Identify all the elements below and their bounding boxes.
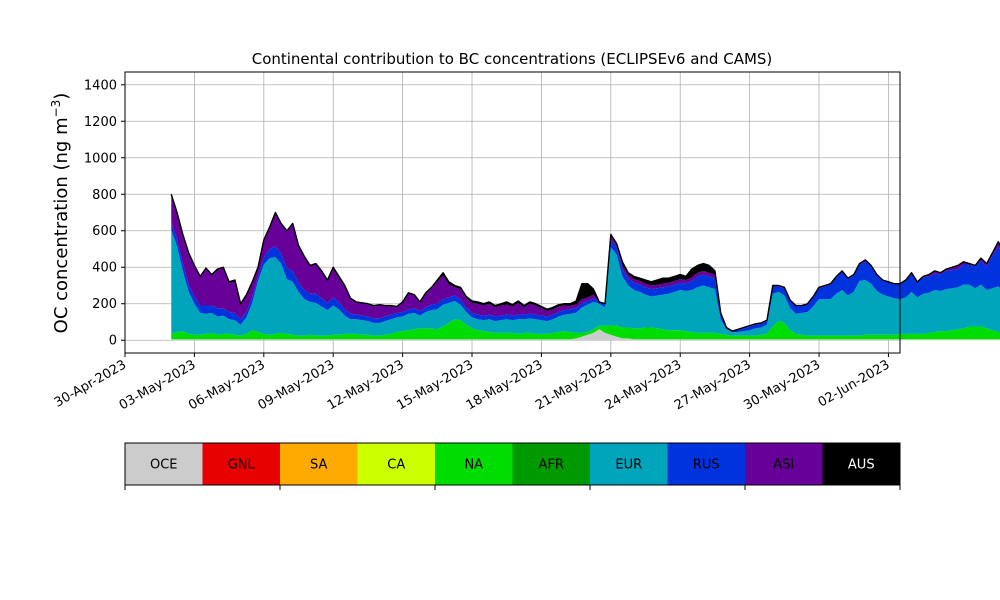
axes-frame <box>124 71 901 354</box>
x-tick-label: 24-May-2023 <box>603 357 685 413</box>
legend-label-afr: AFR <box>539 458 564 473</box>
y-tick-label: 400 <box>92 261 117 276</box>
x-tick-label: 09-May-2023 <box>256 357 338 413</box>
y-tick-label: 1000 <box>84 151 117 166</box>
legend-label-oce: OCE <box>150 458 178 473</box>
x-axis-ticks: 30-Apr-202303-May-202306-May-202309-May-… <box>52 353 893 413</box>
y-axis-label-main: OC concentration (ng m <box>51 117 72 333</box>
y-tick-label: 0 <box>109 334 117 349</box>
chart-title: Continental contribution to BC concentra… <box>252 50 773 68</box>
legend-label-eur: EUR <box>615 458 642 473</box>
y-tick-label: 800 <box>92 188 117 203</box>
legend-label-ca: CA <box>387 458 405 473</box>
x-tick-label: 30-May-2023 <box>741 357 823 413</box>
x-tick-label: 12-May-2023 <box>325 357 407 413</box>
x-tick-label: 03-May-2023 <box>117 357 199 413</box>
colorbar-frame <box>124 442 901 486</box>
stacked-areas <box>170 194 1000 341</box>
y-tick-label: 200 <box>92 297 117 312</box>
legend-swatch-sa <box>280 443 358 485</box>
legend-swatch-ca <box>357 443 435 485</box>
legend-label-asi: ASI <box>773 458 794 473</box>
area-eur <box>171 229 1000 336</box>
y-tick-label: 600 <box>92 224 117 239</box>
x-tick-label: 21-May-2023 <box>533 357 615 413</box>
y-axis-ticks: 0 200 400 600 800 1000 1200 1400 <box>84 78 125 349</box>
total-line <box>170 194 1000 332</box>
y-tick-label: 1200 <box>84 115 117 130</box>
x-tick-label: 18-May-2023 <box>464 357 546 413</box>
legend-swatch-rus <box>667 443 745 485</box>
area-rus <box>171 222 1000 333</box>
legend-label-aus: AUS <box>848 458 875 473</box>
legend-swatch-aus <box>822 443 900 485</box>
y-tick-label: 1400 <box>84 78 117 93</box>
legend-swatch-asi <box>745 443 823 485</box>
x-tick-label: 27-May-2023 <box>672 357 754 413</box>
x-tick-label: 15-May-2023 <box>394 357 476 413</box>
area-na <box>171 319 1000 340</box>
legend-swatch-eur <box>590 443 668 485</box>
legend-swatch-afr <box>512 443 590 485</box>
legend-swatch-oce <box>125 443 203 485</box>
legend-label-sa: SA <box>310 458 327 473</box>
region-colorbar-legend: OCE GNL SA CA NA AFR EUR RUS ASI AUS <box>124 442 901 490</box>
legend-label-na: NA <box>464 458 483 473</box>
y-axis-label: OC concentration (ng m−3) <box>49 93 72 334</box>
legend-label-rus: RUS <box>693 458 720 473</box>
y-axis-label-exponent: −3 <box>49 100 63 118</box>
area-oce <box>171 329 1000 341</box>
x-tick-label: 06-May-2023 <box>186 357 268 413</box>
x-tick-label: 02-Jun-2023 <box>816 357 893 410</box>
legend-swatch-na <box>435 443 513 485</box>
legend-swatch-gnl <box>202 443 280 485</box>
plot-frame <box>124 71 901 354</box>
legend-label-gnl: GNL <box>228 458 256 473</box>
y-axis-label-tail: ) <box>51 93 72 100</box>
